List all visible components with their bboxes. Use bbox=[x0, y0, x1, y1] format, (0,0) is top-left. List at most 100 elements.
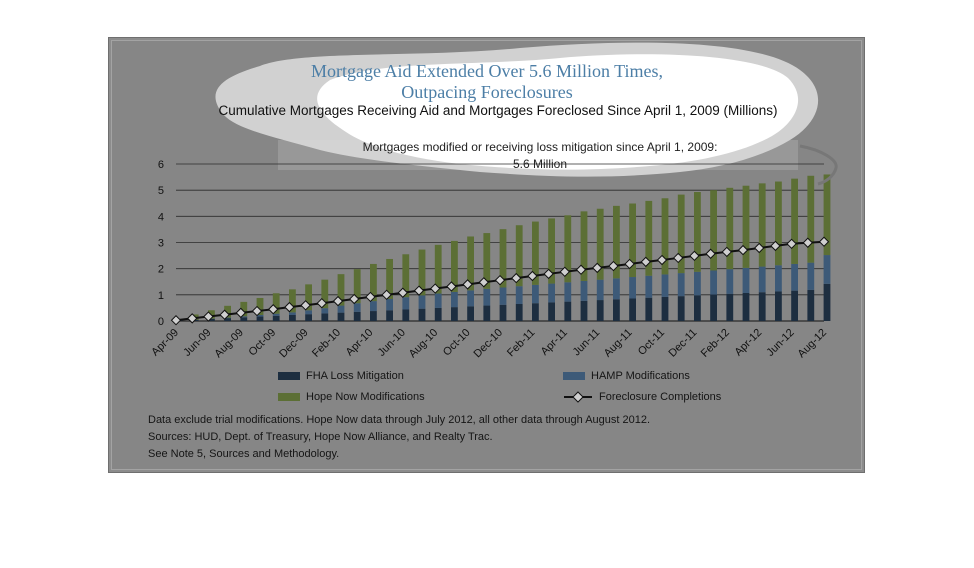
bar-segment-hope-now-modifications bbox=[823, 174, 831, 256]
x-tick-label: Jun-12 bbox=[764, 327, 796, 359]
foreclosure-marker bbox=[170, 315, 182, 326]
x-tick-label: Oct-11 bbox=[636, 327, 667, 358]
bar-segment-hamp-modifications bbox=[402, 297, 410, 310]
bar-segment-hamp-modifications bbox=[450, 291, 458, 308]
bar-segment-fha-loss-mitigation bbox=[758, 292, 766, 321]
bar-segment-fha-loss-mitigation bbox=[321, 313, 329, 321]
bar-segment-hope-now-modifications bbox=[321, 279, 329, 309]
foreclosure-marker bbox=[397, 287, 409, 298]
bar-segment-fha-loss-mitigation bbox=[515, 303, 523, 321]
bar-segment-fha-loss-mitigation bbox=[337, 312, 345, 321]
foreclosure-marker bbox=[219, 309, 230, 320]
foreclosure-marker bbox=[640, 256, 652, 268]
bar-segment-fha-loss-mitigation bbox=[726, 293, 734, 321]
x-tick-label: Dec-10 bbox=[472, 327, 506, 361]
foreclosure-marker bbox=[284, 301, 295, 313]
legend-label-fha: FHA Loss Mitigation bbox=[306, 370, 404, 382]
chart-annotation: Mortgages modified or receiving loss mit… bbox=[335, 139, 745, 173]
bar-segment-fha-loss-mitigation bbox=[548, 302, 556, 321]
bar-segment-hope-now-modifications bbox=[369, 263, 377, 302]
bar-segment-hope-now-modifications bbox=[353, 269, 361, 304]
bar-segment-fha-loss-mitigation bbox=[224, 318, 232, 321]
bar-segment-hope-now-modifications bbox=[337, 274, 345, 306]
legend-label-foreclosures: Foreclosure Completions bbox=[599, 391, 722, 403]
bar-segment-hope-now-modifications bbox=[596, 208, 604, 280]
foreclosure-marker bbox=[559, 266, 571, 278]
bar-segment-hamp-modifications bbox=[224, 317, 232, 319]
bar-segment-fha-loss-mitigation bbox=[434, 307, 442, 321]
foreclosure-marker bbox=[608, 260, 619, 272]
legend-swatch-hope-now bbox=[278, 393, 300, 401]
bar-segment-hamp-modifications bbox=[418, 295, 426, 309]
bar-segment-hope-now-modifications bbox=[402, 254, 410, 298]
foreclosure-marker bbox=[721, 246, 733, 258]
x-tick-label: Jun-10 bbox=[376, 327, 408, 359]
foreclosure-marker bbox=[543, 268, 554, 280]
bar-segment-fha-loss-mitigation bbox=[369, 311, 377, 321]
foreclosure-marker bbox=[413, 285, 425, 296]
bar-segment-fha-loss-mitigation bbox=[386, 310, 394, 321]
bar-segment-hamp-modifications bbox=[758, 266, 766, 293]
bar-segment-fha-loss-mitigation bbox=[467, 306, 475, 321]
legend-label-hamp: HAMP Modifications bbox=[591, 370, 690, 382]
foreclosure-marker bbox=[575, 264, 587, 275]
x-tick-label: Dec-11 bbox=[667, 327, 700, 360]
bar-segment-hamp-modifications bbox=[515, 286, 523, 304]
foreclosure-marker bbox=[251, 305, 263, 317]
bar-segment-fha-loss-mitigation bbox=[483, 305, 491, 321]
bar-segment-hope-now-modifications bbox=[645, 200, 653, 276]
bar-segment-fha-loss-mitigation bbox=[629, 298, 637, 321]
bar-segment-hamp-modifications bbox=[645, 275, 653, 298]
bar-segment-hamp-modifications bbox=[305, 310, 313, 315]
note-line2: Sources: HUD, Dept. of Treasury, Hope No… bbox=[148, 431, 493, 443]
y-tick-label: 5 bbox=[158, 185, 164, 197]
x-tick-label: Dec-09 bbox=[277, 327, 311, 361]
bar-segment-fha-loss-mitigation bbox=[531, 303, 539, 321]
bar-segment-hope-now-modifications bbox=[418, 249, 426, 296]
bar-segment-hope-now-modifications bbox=[742, 185, 750, 268]
bar-segment-fha-loss-mitigation bbox=[240, 317, 248, 321]
bar-segment-hope-now-modifications bbox=[791, 178, 799, 264]
bar-segment-hamp-modifications bbox=[807, 262, 815, 290]
bar-segment-hope-now-modifications bbox=[386, 258, 394, 300]
y-tick-label: 0 bbox=[158, 316, 164, 328]
note-line3: See Note 5, Sources and Methodology. bbox=[148, 448, 340, 460]
bar-segment-hope-now-modifications bbox=[531, 221, 539, 285]
bar-segment-hamp-modifications bbox=[661, 274, 669, 297]
bar-segment-hope-now-modifications bbox=[224, 305, 232, 318]
foreclosure-marker bbox=[429, 283, 441, 294]
chart-title-line1: Mortgage Aid Extended Over 5.6 Million T… bbox=[311, 61, 663, 81]
bar-segment-fha-loss-mitigation bbox=[353, 311, 361, 321]
bar-segment-hope-now-modifications bbox=[677, 194, 685, 274]
bar-segment-hope-now-modifications bbox=[256, 297, 264, 315]
chart-notes: Data exclude trial modifications. Hope N… bbox=[148, 412, 650, 463]
bar-segment-hope-now-modifications bbox=[758, 183, 766, 267]
foreclosure-marker bbox=[591, 262, 603, 274]
bar-segment-fha-loss-mitigation bbox=[661, 296, 669, 321]
title-highlight-inner bbox=[317, 54, 799, 170]
bar-segment-hamp-modifications bbox=[467, 290, 475, 307]
foreclosure-marker bbox=[494, 274, 506, 286]
bar-segment-fha-loss-mitigation bbox=[612, 299, 620, 321]
bar-segment-hamp-modifications bbox=[272, 313, 280, 316]
x-tick-label: Apr-10 bbox=[344, 327, 376, 359]
title-highlight-tail bbox=[799, 144, 838, 186]
bar-segment-hamp-modifications bbox=[742, 267, 750, 294]
bar-segment-hamp-modifications bbox=[726, 269, 734, 294]
bar-segment-fha-loss-mitigation bbox=[256, 316, 264, 321]
bar-segment-hamp-modifications bbox=[337, 305, 345, 313]
foreclosure-marker bbox=[332, 295, 344, 307]
bar-segment-fha-loss-mitigation bbox=[823, 283, 831, 321]
bar-segment-fha-loss-mitigation bbox=[645, 297, 653, 321]
bar-segment-hamp-modifications bbox=[791, 263, 799, 291]
chart-subtitle: Cumulative Mortgages Receiving Aid and M… bbox=[218, 103, 778, 118]
bar-segment-fha-loss-mitigation bbox=[580, 300, 588, 321]
foreclosure-marker bbox=[656, 254, 668, 266]
bar-segment-hope-now-modifications bbox=[612, 205, 620, 279]
bar-segment-fha-loss-mitigation bbox=[677, 296, 685, 321]
bar-segment-hamp-modifications bbox=[677, 273, 685, 297]
y-tick-label: 4 bbox=[158, 211, 164, 223]
foreclosure-marker bbox=[478, 277, 490, 288]
foreclosure-marker bbox=[818, 236, 830, 247]
